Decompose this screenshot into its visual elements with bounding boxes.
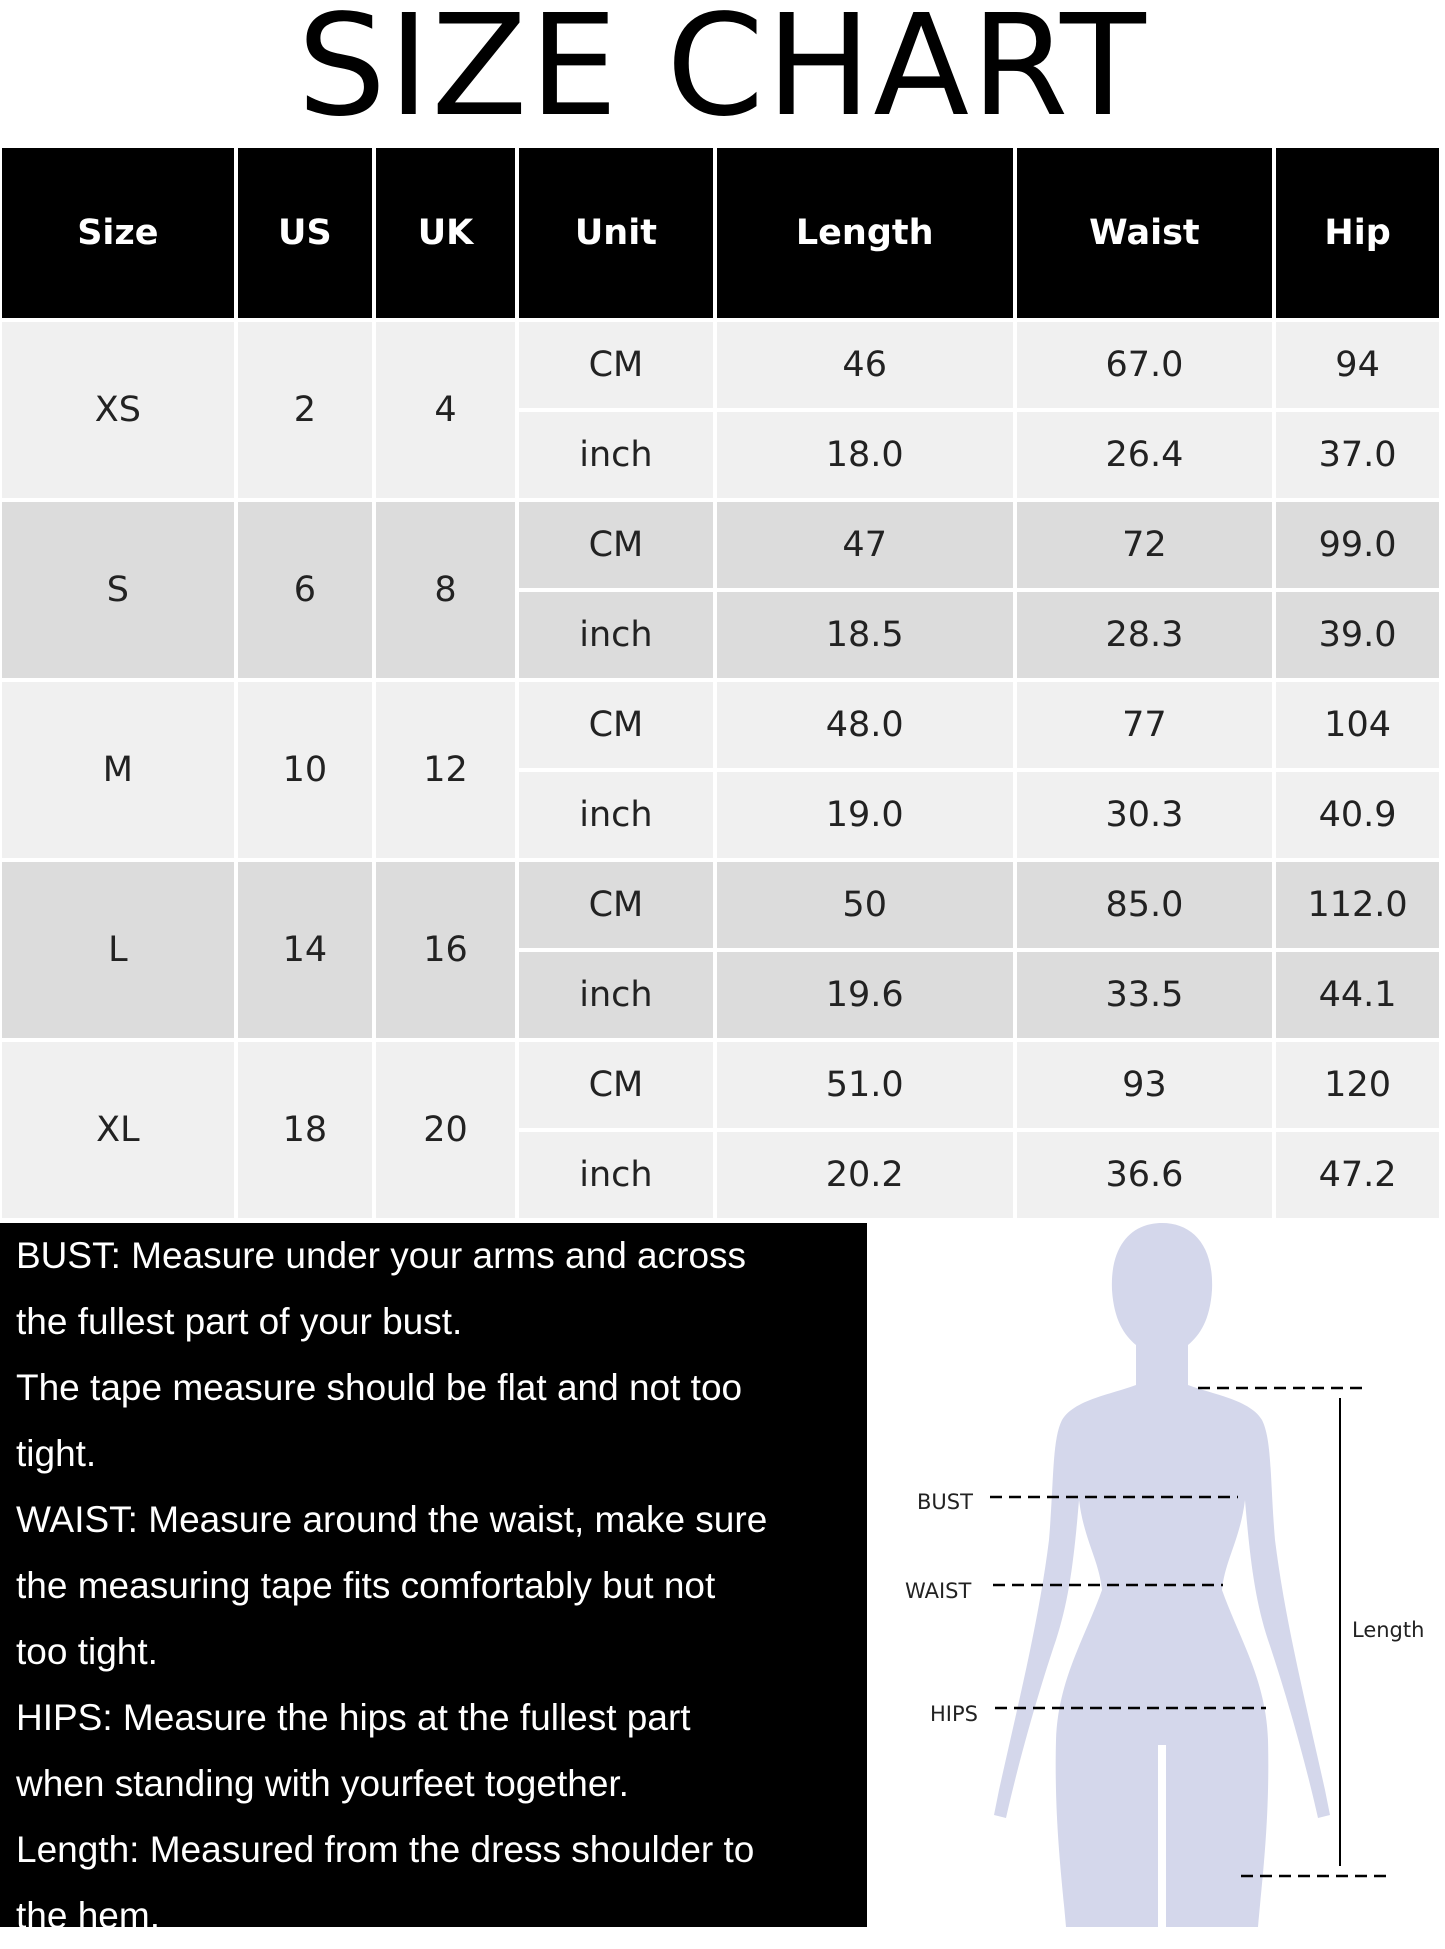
length-cell: 50 xyxy=(716,862,1013,948)
note-line: The tape measure should be flat and not … xyxy=(16,1367,743,1408)
uk-cell: 20 xyxy=(376,1042,516,1218)
waist-cell: 28.3 xyxy=(1016,592,1273,678)
table-row: XS 2 4 CM 46 67.0 94 xyxy=(2,322,1439,498)
table-row: XL 18 20 CM 51.0 93 120 xyxy=(2,1042,1439,1218)
unit-cell: inch xyxy=(519,952,713,1038)
length-label: Length xyxy=(1352,1618,1424,1642)
waist-cell: 93 xyxy=(1016,1042,1273,1128)
length-cell: 48.0 xyxy=(716,682,1013,768)
waist-cell: 33.5 xyxy=(1016,952,1273,1038)
measurement-notes: BUST: Measure under your arms and across… xyxy=(0,1223,867,1936)
note-line: BUST: Measure under your arms and across xyxy=(16,1235,747,1276)
unit-cell: inch xyxy=(519,1132,713,1218)
table-row: S 6 8 CM 47 72 99.0 xyxy=(2,502,1439,678)
unit-cell: CM xyxy=(519,1042,713,1128)
unit-cell: inch xyxy=(519,412,713,498)
table-row: inch 19.0 30.3 40.9 xyxy=(2,772,1439,858)
uk-cell: 12 xyxy=(376,682,516,858)
waist-cell: 30.3 xyxy=(1016,772,1273,858)
length-cell: 51.0 xyxy=(716,1042,1013,1128)
column-header: Length xyxy=(716,148,1013,318)
waist-cell: 77 xyxy=(1016,682,1273,768)
waist-label: WAIST xyxy=(905,1579,972,1603)
column-header: UK xyxy=(376,148,516,318)
unit-cell: inch xyxy=(519,772,713,858)
unit-cell: inch xyxy=(519,592,713,678)
hip-cell: 44.1 xyxy=(1276,952,1439,1038)
table-row: inch 19.6 33.5 44.1 xyxy=(2,952,1439,1038)
uk-cell: 8 xyxy=(376,502,516,678)
unit-cell: CM xyxy=(519,502,713,588)
us-cell: 18 xyxy=(237,1042,373,1218)
hip-cell: 40.9 xyxy=(1276,772,1439,858)
size-table: Size US UK Unit Length Waist Hip XS 2 4 CM 46 67.0 9… xyxy=(0,144,1443,1222)
page-title: SIZE CHART xyxy=(297,0,1148,148)
bust-label: BUST xyxy=(917,1490,973,1514)
size-cell: XL xyxy=(2,1042,234,1218)
hip-cell: 112.0 xyxy=(1276,862,1439,948)
unit-cell: CM xyxy=(519,862,713,948)
size-cell: XS xyxy=(2,322,234,498)
us-cell: 6 xyxy=(237,502,373,678)
header-row: Size US UK Unit Length Waist Hip xyxy=(2,148,1439,318)
note-line: too tight. xyxy=(16,1631,158,1672)
size-cell: M xyxy=(2,682,234,858)
uk-cell: 4 xyxy=(376,322,516,498)
length-cell: 47 xyxy=(716,502,1013,588)
hip-cell: 37.0 xyxy=(1276,412,1439,498)
uk-cell: 16 xyxy=(376,862,516,1038)
note-line: tight. xyxy=(16,1433,97,1474)
waist-cell: 26.4 xyxy=(1016,412,1273,498)
note-line: the fullest part of your bust. xyxy=(16,1301,463,1342)
column-header: Unit xyxy=(519,148,713,318)
us-cell: 14 xyxy=(237,862,373,1038)
size-cell: S xyxy=(2,502,234,678)
table-row: M 10 12 CM 48.0 77 104 xyxy=(2,682,1439,858)
table-row: inch 18.0 26.4 37.0 xyxy=(2,412,1439,498)
unit-cell: CM xyxy=(519,322,713,408)
length-cell: 46 xyxy=(716,322,1013,408)
column-header: Hip xyxy=(1276,148,1439,318)
note-line: WAIST: Measure around the waist, make su… xyxy=(16,1499,768,1540)
length-cell: 18.5 xyxy=(716,592,1013,678)
column-header: US xyxy=(237,148,373,318)
length-cell: 18.0 xyxy=(716,412,1013,498)
body-silhouette xyxy=(994,1223,1330,1927)
hip-cell: 39.0 xyxy=(1276,592,1439,678)
us-cell: 2 xyxy=(237,322,373,498)
hip-cell: 47.2 xyxy=(1276,1132,1439,1218)
table-row: L 14 16 CM 50 85.0 112.0 xyxy=(2,862,1439,1038)
hips-label: HIPS xyxy=(930,1702,978,1726)
length-cell: 20.2 xyxy=(716,1132,1013,1218)
waist-cell: 36.6 xyxy=(1016,1132,1273,1218)
unit-cell: CM xyxy=(519,682,713,768)
waist-cell: 85.0 xyxy=(1016,862,1273,948)
note-line: Length: Measured from the dress shoulder… xyxy=(16,1829,755,1870)
note-line: HIPS: Measure the hips at the fullest pa… xyxy=(16,1697,691,1738)
waist-cell: 67.0 xyxy=(1016,322,1273,408)
column-header: Size xyxy=(2,148,234,318)
column-header: Waist xyxy=(1016,148,1273,318)
note-line: when standing with yourfeet together. xyxy=(16,1763,629,1804)
length-cell: 19.6 xyxy=(716,952,1013,1038)
table-row: inch 18.5 28.3 39.0 xyxy=(2,592,1439,678)
us-cell: 10 xyxy=(237,682,373,858)
waist-cell: 72 xyxy=(1016,502,1273,588)
table-row: inch 20.2 36.6 47.2 xyxy=(2,1132,1439,1218)
hip-cell: 120 xyxy=(1276,1042,1439,1128)
size-cell: L xyxy=(2,862,234,1038)
hip-cell: 99.0 xyxy=(1276,502,1439,588)
note-line: the measuring tape fits comfortably but … xyxy=(16,1565,716,1606)
length-cell: 19.0 xyxy=(716,772,1013,858)
hip-cell: 104 xyxy=(1276,682,1439,768)
hip-cell: 94 xyxy=(1276,322,1439,408)
